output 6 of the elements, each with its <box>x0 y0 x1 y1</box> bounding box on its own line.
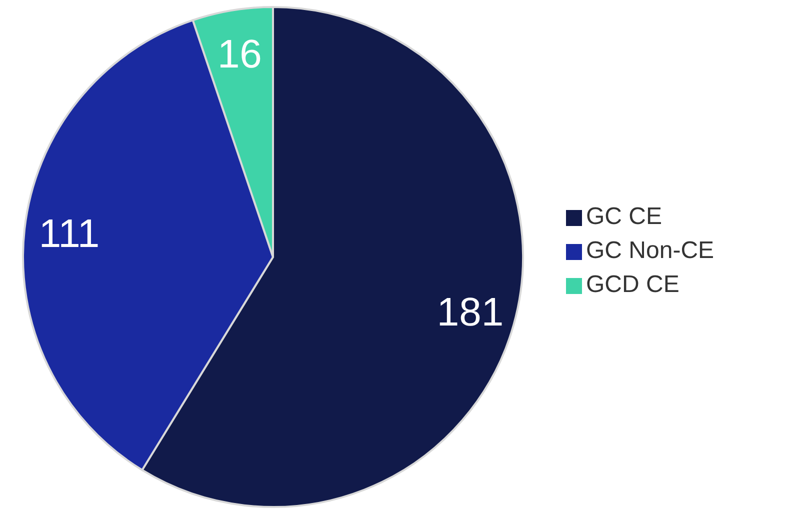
legend-label: GC Non-CE <box>586 237 714 264</box>
legend-label: GCD CE <box>586 271 680 298</box>
data-label: 111 <box>38 212 100 256</box>
data-label: 181 <box>436 290 504 335</box>
legend-label: GC CE <box>586 203 662 230</box>
data-label: 16 <box>217 32 262 77</box>
